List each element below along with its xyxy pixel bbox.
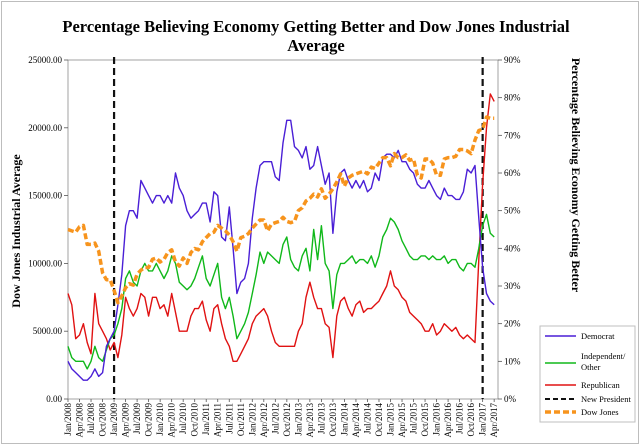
x-tick-label: Oct/2015 xyxy=(420,403,430,437)
legend-label-independent-line-2: Other xyxy=(581,362,601,372)
right-tick-label: 10% xyxy=(504,356,521,366)
x-tick-label: Apr/2014 xyxy=(351,403,361,438)
x-tick-label: Oct/2013 xyxy=(328,403,338,437)
left-tick-label: 15000.00 xyxy=(28,191,62,201)
x-tick-label: Jul/2009 xyxy=(132,403,142,435)
right-tick-label: 30% xyxy=(504,281,521,291)
right-tick-label: 70% xyxy=(504,130,521,140)
chart-title-line-1: Percentage Believing Economy Getting Bet… xyxy=(62,17,570,36)
grid-layer xyxy=(67,59,499,400)
left-axis-ticks: 0.00 5000.00 10000.00 15000.00 20000.00 25000… xyxy=(28,55,68,404)
x-tick-label: Oct/2016 xyxy=(466,403,476,437)
legend-box xyxy=(539,325,636,423)
right-tick-label: 0% xyxy=(504,394,517,404)
series-line-democrat xyxy=(67,119,495,381)
legend-label-dow-jones: Dow Jones xyxy=(581,407,619,417)
left-tick-label: 5000.00 xyxy=(33,326,63,336)
right-axis-ticks: 0% 10% 20% 30% 40% 50% 60% 70% 80% 90% xyxy=(498,55,521,404)
right-tick-label: 50% xyxy=(504,206,521,216)
x-tick-label: Apr/2017 xyxy=(489,403,499,438)
x-tick-label: Oct/2012 xyxy=(282,403,292,437)
x-tick-label: Apr/2016 xyxy=(443,403,453,438)
legend-label-republican: Republican xyxy=(581,380,620,390)
x-tick-label: Apr/2013 xyxy=(305,403,315,438)
series-line-dow-jones xyxy=(67,115,495,305)
x-tick-label: Jul/2011 xyxy=(224,403,234,434)
legend-label-independent-line-1: Independent/ xyxy=(581,351,626,361)
x-tick-label: Apr/2008 xyxy=(75,403,85,438)
x-tick-label: Apr/2012 xyxy=(259,403,269,438)
x-tick-label: Apr/2010 xyxy=(167,403,177,438)
x-tick-label: Oct/2009 xyxy=(144,403,154,437)
left-tick-label: 20000.00 xyxy=(28,123,62,133)
right-tick-label: 20% xyxy=(504,319,521,329)
x-tick-label: Jan/2011 xyxy=(201,403,211,435)
x-tick-label: Jul/2010 xyxy=(178,403,188,435)
left-tick-label: 25000.00 xyxy=(28,55,62,65)
series-layer xyxy=(67,93,495,381)
x-tick-label: Jan/2010 xyxy=(155,403,165,436)
left-tick-label: 0.00 xyxy=(46,394,62,404)
x-tick-label: Apr/2009 xyxy=(121,403,131,438)
series-line-republican xyxy=(67,93,495,362)
right-tick-label: 60% xyxy=(504,168,521,178)
right-axis-title: Percentage Believing Economy Getting Bet… xyxy=(569,58,583,293)
x-tick-label: Jul/2013 xyxy=(316,403,326,435)
x-tick-label: Jan/2015 xyxy=(386,403,396,436)
legend: Democrat Independent/ Other Republican N… xyxy=(539,325,636,423)
right-tick-label: 40% xyxy=(504,243,521,253)
x-tick-label: Jul/2008 xyxy=(86,403,96,435)
x-tick-label: Jul/2015 xyxy=(409,403,419,435)
x-tick-label: Apr/2011 xyxy=(213,403,223,437)
x-tick-label: Jan/2013 xyxy=(293,403,303,436)
x-tick-label: Jan/2017 xyxy=(478,403,488,436)
x-tick-label: Jul/2012 xyxy=(270,403,280,434)
x-tick-label: Jan/2014 xyxy=(339,403,349,436)
legend-label-democrat: Democrat xyxy=(581,331,615,341)
x-tick-label: Jan/2008 xyxy=(63,403,73,436)
x-tick-label: Jan/2009 xyxy=(109,403,119,436)
new-president-lines xyxy=(112,57,484,399)
chart-title-line-2: Average xyxy=(287,36,344,55)
right-tick-label: 80% xyxy=(504,93,521,103)
x-tick-label: Jul/2014 xyxy=(362,403,372,435)
x-tick-label: Jul/2016 xyxy=(455,403,465,435)
right-tick-label: 90% xyxy=(504,55,521,65)
left-tick-label: 10000.00 xyxy=(28,258,62,268)
x-tick-label: Oct/2008 xyxy=(98,403,108,437)
legend-label-new-president: New President xyxy=(581,394,631,404)
plot-area-border xyxy=(67,59,499,400)
x-tick-label: Oct/2011 xyxy=(236,403,246,436)
x-axis-ticks: Jan/2008 Apr/2008 Jul/2008 Oct/2008 Jan/2009… xyxy=(63,399,499,438)
x-tick-label: Oct/2014 xyxy=(374,403,384,437)
x-tick-label: Jan/2016 xyxy=(432,403,442,436)
x-tick-label: Apr/2015 xyxy=(397,403,407,438)
x-tick-label: Oct/2010 xyxy=(190,403,200,437)
left-axis-title: Dow Jones Industrial Average xyxy=(9,154,23,308)
series-line-independent-other xyxy=(67,213,495,370)
x-tick-label: Jan/2012 xyxy=(247,403,257,436)
